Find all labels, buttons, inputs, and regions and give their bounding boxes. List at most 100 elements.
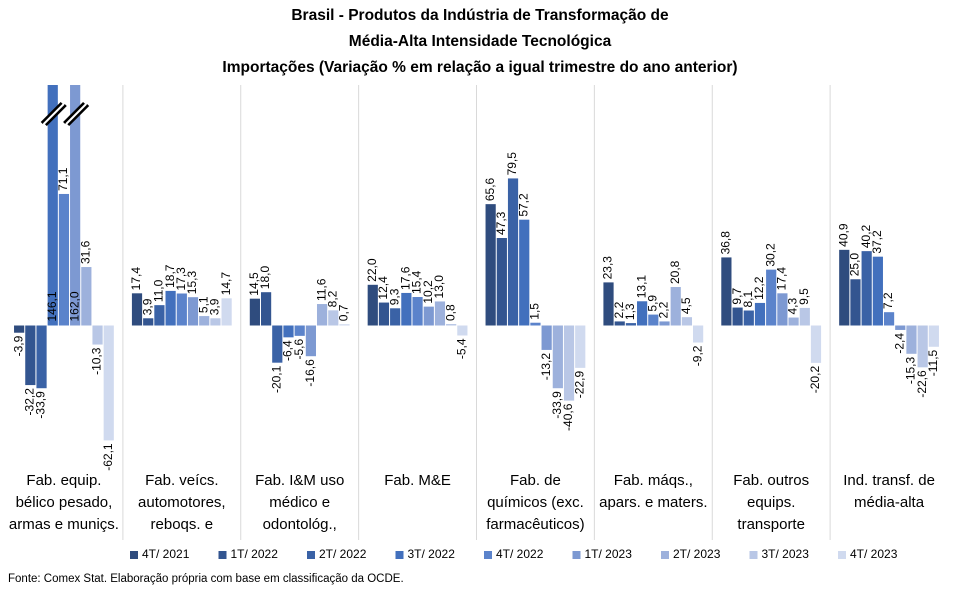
value-label: 14,5 xyxy=(247,272,261,296)
category-label: Fab. veícs. automotores, reboqs. e xyxy=(138,472,226,533)
bar xyxy=(839,249,850,326)
value-label: 12,2 xyxy=(752,276,766,300)
value-label: 31,6 xyxy=(79,240,93,264)
value-label: 9,5 xyxy=(797,288,811,305)
value-label: 1,3 xyxy=(623,303,637,320)
bar xyxy=(861,251,872,326)
bar xyxy=(485,204,496,326)
value-label: -20,2 xyxy=(808,366,822,394)
bar xyxy=(788,317,799,326)
bar xyxy=(81,267,92,326)
value-label: 0,8 xyxy=(443,304,457,321)
bar xyxy=(906,325,917,354)
legend-swatch xyxy=(395,551,404,559)
bar xyxy=(732,307,743,326)
bar xyxy=(92,325,103,345)
bar xyxy=(328,310,339,326)
value-label: 2,2 xyxy=(657,301,671,318)
category-label: Fab. equip. bélico pesado, armas e muniç… xyxy=(8,472,119,533)
bar xyxy=(872,256,883,326)
bar xyxy=(316,304,328,326)
bar xyxy=(530,322,541,326)
bar xyxy=(659,321,670,326)
chart-title: Média-Alta Intensidade Tecnológica xyxy=(349,33,612,50)
bar xyxy=(541,325,552,350)
legend-label: 3T/ 2022 xyxy=(408,547,456,561)
break-mark xyxy=(67,103,90,127)
value-label: -15,3 xyxy=(904,356,918,384)
bar xyxy=(777,293,788,326)
bar xyxy=(637,301,648,326)
value-label: 18,0 xyxy=(258,266,272,290)
value-label: 65,6 xyxy=(483,177,497,201)
legend-swatch xyxy=(749,551,758,559)
value-label: 47,3 xyxy=(494,211,508,235)
legend-swatch xyxy=(130,551,138,559)
bar xyxy=(928,325,939,347)
value-label: 2,2 xyxy=(612,301,626,318)
value-label: 11,0 xyxy=(152,279,166,302)
bar xyxy=(895,325,906,330)
value-label: -40,6 xyxy=(561,403,575,431)
bar xyxy=(272,325,283,363)
legend-label: 4T/ 2022 xyxy=(496,547,544,561)
value-label: 7,2 xyxy=(881,292,895,309)
value-label: 10,2 xyxy=(421,280,435,304)
value-label: -33,9 xyxy=(550,391,564,419)
value-label: -6,4 xyxy=(281,340,295,361)
bar xyxy=(670,287,681,326)
bar xyxy=(14,325,25,333)
value-label: 15,4 xyxy=(410,270,424,294)
value-label: 0,7 xyxy=(337,304,351,321)
break-gap xyxy=(43,103,65,125)
bar xyxy=(457,325,468,336)
value-label: 3,9 xyxy=(140,298,154,315)
bar xyxy=(412,297,423,326)
value-label: 40,2 xyxy=(859,224,873,248)
value-label: 13,1 xyxy=(634,275,648,299)
legend-swatch xyxy=(484,551,492,559)
legend-label: 2T/ 2023 xyxy=(673,547,721,561)
legend-swatch xyxy=(307,551,315,559)
value-label: -5,4 xyxy=(455,338,469,359)
value-label: -32,2 xyxy=(23,388,37,416)
value-label: 18,7 xyxy=(163,264,177,288)
value-label: -9,2 xyxy=(690,345,704,366)
legend-label: 4T/ 2023 xyxy=(850,547,898,561)
bar xyxy=(70,85,81,326)
bar xyxy=(221,298,232,326)
value-label: 4,3 xyxy=(786,298,800,315)
bar xyxy=(390,308,401,326)
bar xyxy=(260,292,272,326)
value-label: 57,2 xyxy=(516,193,530,217)
value-label: -22,6 xyxy=(915,370,929,398)
bar xyxy=(743,310,754,326)
value-label: 14,7 xyxy=(219,272,233,296)
value-label: 4,5 xyxy=(679,297,693,314)
value-label: 40,9 xyxy=(836,223,850,247)
value-label: -13,2 xyxy=(539,353,553,381)
bar xyxy=(754,302,766,326)
bar xyxy=(423,306,434,326)
value-label: 17,6 xyxy=(399,266,413,290)
value-label: 71,1 xyxy=(56,167,70,191)
value-label: 9,3 xyxy=(387,288,401,305)
value-label: 17,4 xyxy=(775,267,789,291)
value-label: -16,6 xyxy=(303,359,317,387)
legend-swatch xyxy=(661,551,669,559)
bar xyxy=(693,325,704,343)
category-label: Fab. I&M uso médico e odontológ., xyxy=(255,472,345,533)
bar xyxy=(36,325,47,389)
value-label: -5,6 xyxy=(292,339,306,360)
bar xyxy=(249,298,260,326)
value-label: 162,0 xyxy=(67,291,81,321)
bar xyxy=(799,307,810,326)
chart-title: Importações (Variação % em relação a igu… xyxy=(222,59,737,76)
bar xyxy=(434,301,446,326)
bar xyxy=(625,323,637,326)
value-label: 17,3 xyxy=(174,267,188,291)
value-label: 23,3 xyxy=(601,256,615,280)
bar xyxy=(339,324,350,326)
value-label: 5,9 xyxy=(645,295,659,312)
